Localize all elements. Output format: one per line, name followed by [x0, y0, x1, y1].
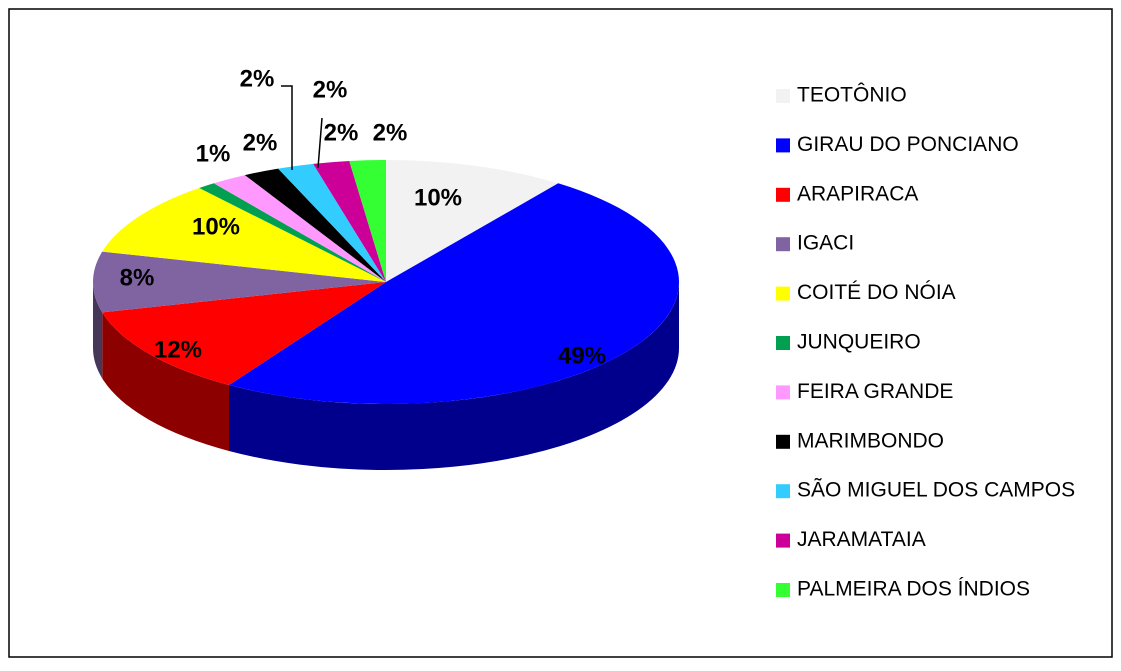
- pie-side: [102, 312, 230, 452]
- legend-swatch: [776, 237, 790, 252]
- pie-slice: [102, 282, 386, 386]
- leader-line: [317, 117, 323, 169]
- legend-swatch: [776, 434, 790, 449]
- data-label: 8%: [120, 264, 155, 291]
- legend-label: IGACI: [797, 232, 854, 255]
- legend-swatch: [776, 385, 790, 400]
- legend-label: GIRAU DO PONCIANO: [797, 133, 1019, 156]
- pie-slice: [278, 163, 386, 282]
- pie-slice: [213, 175, 386, 282]
- pie-slice: [244, 168, 386, 282]
- legend-label: FEIRA GRANDE: [797, 380, 953, 403]
- pie-slice: [199, 183, 386, 282]
- legend-label: TEOTÔNIO: [797, 84, 907, 107]
- data-label: 2%: [324, 119, 359, 146]
- legend-swatch: [776, 484, 790, 499]
- data-label: 2%: [313, 76, 348, 103]
- data-label: 2%: [243, 129, 278, 156]
- pie-slice: [349, 160, 386, 282]
- data-label: 10%: [414, 184, 462, 211]
- data-label: 1%: [196, 140, 231, 167]
- legend-swatch: [776, 187, 790, 202]
- pie-slice: [93, 251, 386, 313]
- legend-swatch: [776, 89, 790, 103]
- legend-label: JUNQUEIRO: [797, 331, 921, 354]
- pie-side: [93, 282, 103, 379]
- legend-label: SÃO MIGUEL DOS CAMPOS: [797, 478, 1075, 502]
- legend-swatch: [776, 533, 790, 548]
- pie-slice: [229, 183, 679, 404]
- data-label: 10%: [192, 213, 240, 240]
- data-label: 49%: [558, 342, 606, 369]
- leader-line: [281, 85, 293, 170]
- pie-slice: [386, 160, 559, 282]
- legend-label: JARAMATAIA: [797, 528, 926, 551]
- data-label: 12%: [154, 336, 202, 363]
- pie-slice: [102, 187, 386, 282]
- legend-swatch: [776, 286, 790, 301]
- legend-label: ARAPIRACA: [797, 182, 918, 205]
- data-label: 2%: [373, 119, 408, 146]
- pie-slice: [313, 160, 386, 282]
- data-label: 2%: [240, 65, 275, 92]
- legend-label: PALMEIRA DOS ÍNDIOS: [797, 578, 1030, 601]
- pie-side: [229, 282, 679, 471]
- legend-swatch: [776, 336, 790, 350]
- legend-label: MARIMBONDO: [797, 429, 944, 452]
- legend-swatch: [776, 583, 790, 597]
- legend-swatch: [776, 138, 790, 153]
- legend-label: COITÉ DO NÓIA: [797, 281, 956, 304]
